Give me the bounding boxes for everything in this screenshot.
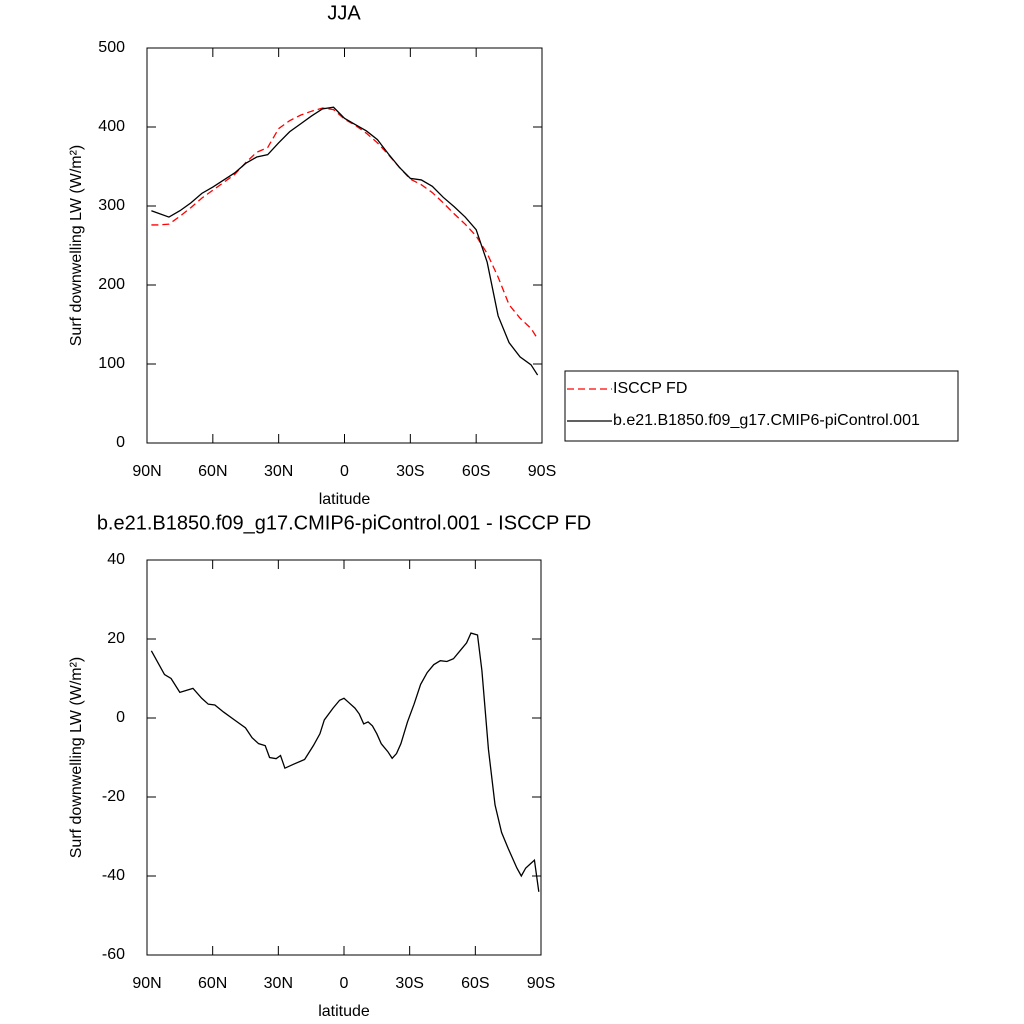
chart-title: b.e21.B1850.f09_g17.CMIP6-piControl.001 … <box>97 512 591 534</box>
legend-box <box>564 370 959 442</box>
series-line <box>150 632 540 892</box>
x-tick-label: 30S <box>396 463 424 480</box>
y-tick-label: -60 <box>102 946 125 963</box>
x-tick-label: 90N <box>132 975 161 992</box>
x-tick-label: 30S <box>395 975 423 992</box>
y-axis-label: Surf downwelling LW (W/m²) <box>68 657 85 859</box>
y-tick-label: 300 <box>98 197 125 214</box>
y-tick-label: 400 <box>98 118 125 135</box>
y-tick-label: 40 <box>107 551 125 568</box>
y-tick-label: 20 <box>107 630 125 647</box>
series-line <box>151 107 539 340</box>
y-tick-label: 500 <box>98 39 125 56</box>
y-tick-label: 0 <box>116 434 125 451</box>
x-tick-label: 60S <box>461 975 489 992</box>
chart-title: JJA <box>327 2 361 24</box>
plot-frame <box>146 559 542 956</box>
y-tick-label: 100 <box>98 355 125 372</box>
x-tick-label: 90N <box>132 463 161 480</box>
x-tick-label: 0 <box>340 463 349 480</box>
x-axis-label: latitude <box>319 491 371 508</box>
y-tick-label: 200 <box>98 276 125 293</box>
x-tick-label: 30N <box>264 463 293 480</box>
plot-frame <box>146 47 543 444</box>
y-tick-label: -40 <box>102 867 125 884</box>
legend-label: ISCCP FD <box>613 380 687 397</box>
x-tick-label: 60S <box>462 463 490 480</box>
y-tick-label: -20 <box>102 788 125 805</box>
x-tick-label: 0 <box>340 975 349 992</box>
y-axis-label: Surf downwelling LW (W/m²) <box>68 145 85 347</box>
series-line <box>151 106 539 376</box>
x-tick-label: 30N <box>264 975 293 992</box>
x-tick-label: 90S <box>528 463 556 480</box>
legend-label: b.e21.B1850.f09_g17.CMIP6-piControl.001 <box>613 412 920 429</box>
x-tick-label: 60N <box>198 463 227 480</box>
x-tick-label: 60N <box>198 975 227 992</box>
x-axis-label: latitude <box>318 1003 370 1020</box>
x-tick-label: 90S <box>527 975 555 992</box>
y-tick-label: 0 <box>116 709 125 726</box>
